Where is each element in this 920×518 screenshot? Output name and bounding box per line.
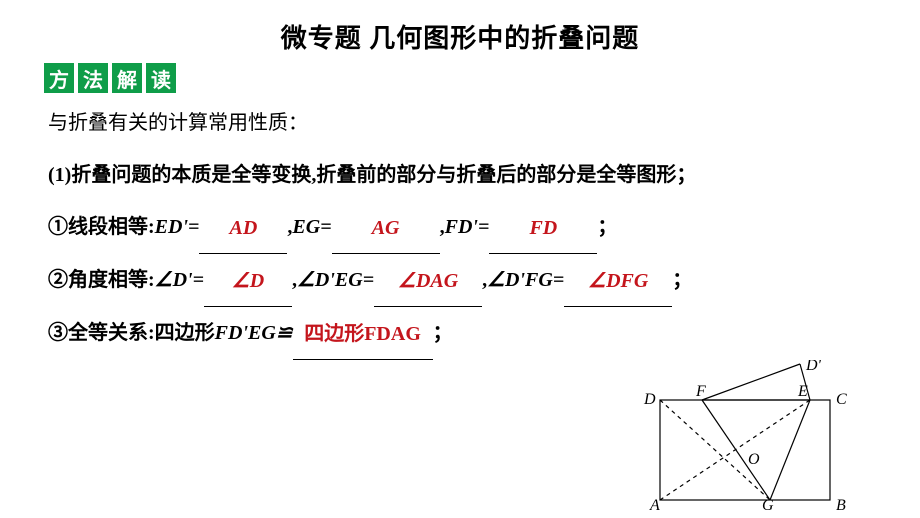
var: FD'EG≌ [215,322,293,344]
svg-text:A: A [649,497,660,510]
answer: ∠DAG [398,270,458,292]
var: ∠D'FG= [487,269,564,291]
svg-text:F: F [695,383,706,400]
semicolon: ； [672,269,692,291]
congruent-line: ③全等关系:四边形FD'EG≌ 四边形FDAG ； [48,307,872,360]
var: ∠D'EG= [297,269,374,291]
property-1: (1)折叠问题的本质是全等变换,折叠前的部分与折叠后的部分是全等图形； [48,149,872,201]
method-tag: 方 法 解 读 [44,63,176,93]
answer: AG [372,217,400,239]
svg-text:O: O [748,451,760,468]
svg-text:D: D [643,391,656,408]
blank: ∠DFG [564,254,672,307]
answer: FD [529,217,557,239]
semicolon: ； [433,322,453,344]
intro-line: 与折叠有关的计算常用性质： [48,97,872,149]
svg-text:E: E [797,383,808,400]
blank: 四边形FDAG [293,307,433,360]
svg-text:G: G [762,497,774,510]
var: ∠D'= [155,269,204,291]
answer: ∠D [232,270,264,292]
var: EG= [292,216,331,238]
var: ED'= [155,216,200,238]
tag-char: 解 [112,63,142,93]
blank: ∠DAG [374,254,482,307]
page-title: 微专题 几何图形中的折叠问题 [48,18,872,55]
tag-char: 方 [44,63,74,93]
lead: ①线段相等: [48,216,155,238]
angle-equal-line: ②角度相等:∠D'=∠D,∠D'EG=∠DAG,∠D'FG=∠DFG； [48,254,872,307]
segment-equal-line: ①线段相等:ED'=AD,EG=AG,FD'=FD； [48,201,872,254]
blank: AG [332,201,440,254]
answer: ∠DFG [588,270,648,292]
blank: AD [199,201,287,254]
lead: ②角度相等: [48,269,155,291]
tag-char: 法 [78,63,108,93]
svg-text:B: B [836,497,846,510]
answer: AD [230,217,258,239]
lead: ③全等关系:四边形 [48,322,215,344]
var: FD'= [445,216,490,238]
blank: FD [489,201,597,254]
geometry-diagram: D A B C F E G O D' [640,360,860,510]
tag-char: 读 [146,63,176,93]
svg-text:D': D' [805,360,822,374]
semicolon: ； [597,216,617,238]
svg-text:C: C [836,391,847,408]
answer: 四边形FDAG [304,323,421,345]
blank: ∠D [204,254,292,307]
